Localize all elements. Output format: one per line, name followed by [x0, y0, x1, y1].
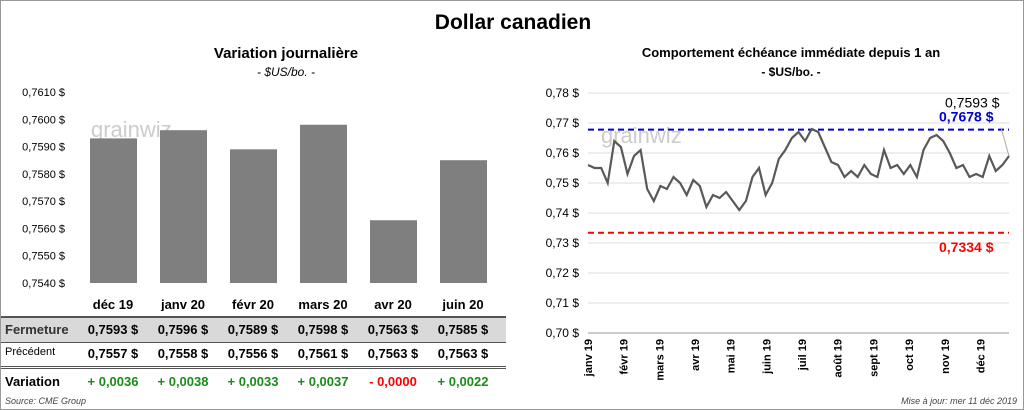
left-chart-title: Variation journalière	[213, 45, 359, 62]
bar	[90, 138, 137, 283]
y-tick-label: 0,7550 $	[22, 251, 65, 263]
y-tick-label: 0,7600 $	[22, 114, 65, 126]
x-tick-label: févr 19	[619, 339, 631, 374]
x-tick-label: juin 20	[441, 297, 483, 311]
precedent-cell: 0,7558 $	[157, 346, 209, 361]
fermeture-cell: 0,7593 $	[87, 322, 139, 337]
bar-chart: grainwiz 0,7540 $ 0,7550 $ 0,7560 $ 0,7570 $…	[22, 87, 487, 311]
variation-cell: - 0,0000	[369, 374, 417, 389]
row-label: Fermeture	[5, 322, 69, 337]
y-tick-label: 0,78 $	[546, 86, 580, 100]
x-tick-label: déc 19	[975, 339, 987, 373]
x-tick-label: déc 19	[93, 297, 133, 311]
x-tick-label: nov 19	[940, 339, 952, 374]
y-tick-label: 0,7540 $	[22, 278, 65, 290]
y-tick-label: 0,7610 $	[22, 87, 65, 99]
variation-cell: + 0,0038	[157, 374, 209, 389]
x-tick-label: sept 19	[868, 339, 880, 377]
variation-cell: + 0,0033	[227, 374, 279, 389]
table-row-variation: Variation + 0,0036 + 0,0038 + 0,0033 + 0,00…	[1, 370, 506, 394]
table-row-fermeture: Fermeture 0,7593 $ 0,7596 $ 0,7589 $ 0,7598…	[1, 316, 506, 343]
fermeture-cell: 0,7563 $	[367, 322, 419, 337]
precedent-cell: 0,7561 $	[297, 346, 349, 361]
bar	[440, 160, 487, 283]
low-label: 0,7334 $	[939, 239, 994, 255]
label-leader	[1000, 127, 1010, 157]
bar	[160, 130, 207, 283]
x-tick-label: oct 19	[904, 339, 916, 371]
y-tick-label: 0,7560 $	[22, 223, 65, 235]
x-tick-label: avr 20	[374, 297, 412, 311]
x-tick-label: janv 19	[583, 339, 595, 377]
y-tick-label: 0,73 $	[546, 236, 580, 250]
y-tick-label: 0,75 $	[546, 176, 580, 190]
watermark: grainwiz	[91, 117, 172, 142]
y-tick-label: 0,7590 $	[22, 142, 65, 154]
precedent-cell: 0,7563 $	[437, 346, 489, 361]
fermeture-cell: 0,7598 $	[297, 322, 349, 337]
bar	[230, 149, 277, 283]
x-tick-label: août 19	[833, 339, 845, 378]
row-label: Précédent	[5, 346, 56, 358]
y-tick-label: 0,76 $	[546, 146, 580, 160]
page-title: Dollar canadien	[434, 11, 592, 34]
x-tick-label: mai 19	[726, 339, 738, 373]
fermeture-cell: 0,7596 $	[157, 322, 209, 337]
x-tick-label: janv 20	[160, 297, 205, 311]
source-note: Source: CME Group	[5, 396, 87, 406]
precedent-cell: 0,7557 $	[87, 346, 139, 361]
last-label: 0,7593 $	[945, 95, 1000, 111]
row-label: Variation	[5, 374, 60, 389]
table-row-precedent: Précédent 0,7557 $ 0,7558 $ 0,7556 $ 0,7561…	[1, 342, 506, 369]
precedent-cell: 0,7563 $	[367, 346, 419, 361]
x-tick-label: avr 19	[690, 339, 702, 371]
bar	[300, 124, 347, 283]
x-tick-label: juil 19	[797, 339, 809, 371]
fermeture-cell: 0,7585 $	[437, 322, 489, 337]
x-tick-label: mars 19	[654, 339, 666, 381]
high-label: 0,7678 $	[939, 109, 994, 125]
bar	[370, 220, 417, 283]
y-tick-label: 0,74 $	[546, 206, 580, 220]
fermeture-cell: 0,7589 $	[227, 322, 279, 337]
y-tick-label: 0,77 $	[546, 116, 580, 130]
variation-cell: + 0,0036	[87, 374, 139, 389]
x-tick-label: mars 20	[298, 297, 347, 311]
y-tick-label: 0,71 $	[546, 296, 580, 310]
right-chart-subtitle: - $US/bo. -	[761, 65, 821, 79]
precedent-cell: 0,7556 $	[227, 346, 279, 361]
y-tick-label: 0,7580 $	[22, 169, 65, 181]
right-chart-title: Comportement échéance immédiate depuis 1…	[641, 45, 941, 60]
y-tick-label: 0,70 $	[546, 326, 580, 340]
update-note: Mise à jour: mer 11 déc 2019	[901, 396, 1017, 406]
y-tick-label: 0,7570 $	[22, 196, 65, 208]
left-chart-subtitle: - $US/bo. -	[256, 65, 316, 79]
y-tick-label: 0,72 $	[546, 266, 580, 280]
x-tick-label: févr 20	[232, 297, 274, 311]
price-line	[587, 127, 1010, 212]
variation-cell: + 0,0037	[297, 374, 349, 389]
variation-cell: + 0,0022	[437, 374, 489, 389]
x-tick-label: juin 19	[761, 339, 773, 375]
